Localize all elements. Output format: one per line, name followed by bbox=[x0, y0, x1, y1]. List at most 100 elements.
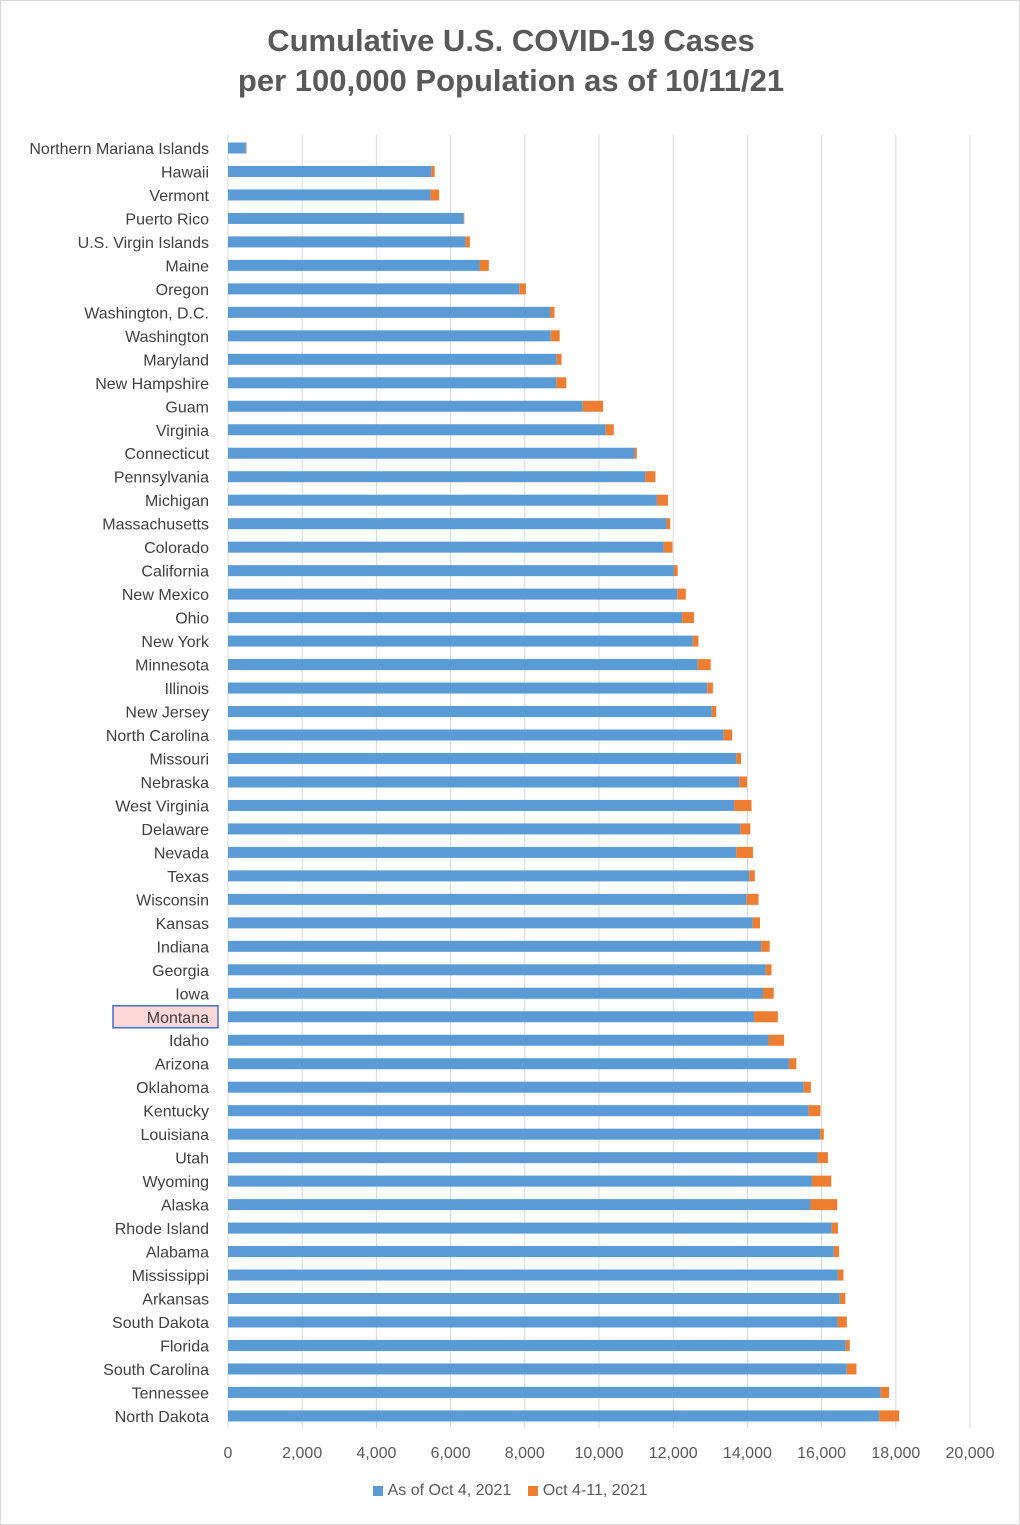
category-label: Massachusetts bbox=[102, 517, 209, 534]
bar-base bbox=[228, 612, 683, 624]
bar-base bbox=[228, 471, 646, 483]
bar-increment bbox=[663, 541, 673, 553]
bar-base bbox=[228, 142, 246, 154]
category-label: Northern Mariana Islands bbox=[29, 141, 209, 158]
category-label: New York bbox=[141, 634, 210, 651]
bar-increment bbox=[765, 964, 772, 976]
bar-base bbox=[228, 964, 766, 976]
category-label: Utah bbox=[175, 1151, 209, 1168]
category-label: U.S. Virgin Islands bbox=[78, 235, 209, 252]
category-label: Florida bbox=[160, 1338, 209, 1355]
bar-base bbox=[228, 236, 466, 248]
category-label: Ohio bbox=[175, 611, 209, 628]
bar-increment bbox=[768, 1034, 785, 1046]
bar-increment bbox=[833, 1246, 840, 1258]
category-label: Colorado bbox=[144, 540, 209, 557]
bar-increment bbox=[682, 612, 694, 624]
bar-increment bbox=[465, 236, 470, 248]
x-tick-label: 14,000 bbox=[723, 1445, 772, 1462]
bar-base bbox=[228, 1339, 846, 1351]
category-label: Indiana bbox=[157, 939, 210, 956]
category-label: New Hampshire bbox=[95, 376, 209, 393]
bar-base bbox=[228, 893, 747, 905]
category-label: Texas bbox=[167, 869, 209, 886]
category-label: Maine bbox=[165, 258, 209, 275]
bar-base bbox=[228, 1386, 881, 1398]
bar-increment bbox=[673, 565, 678, 577]
category-label: Oregon bbox=[156, 282, 209, 299]
category-label: Michigan bbox=[145, 493, 209, 510]
bar-increment bbox=[879, 1410, 900, 1422]
bar-increment bbox=[463, 212, 465, 224]
bar-increment bbox=[582, 400, 604, 412]
bar-increment bbox=[666, 518, 671, 530]
bar-base bbox=[228, 1410, 880, 1422]
bar-increment bbox=[831, 1222, 838, 1234]
category-label: Arizona bbox=[155, 1057, 209, 1074]
bar-base bbox=[228, 659, 698, 671]
bar-increment bbox=[752, 917, 761, 929]
bar-base bbox=[228, 189, 431, 201]
bar-base bbox=[228, 752, 737, 764]
bar-increment bbox=[479, 259, 489, 271]
category-label: Arkansas bbox=[142, 1292, 209, 1309]
bar-base bbox=[228, 283, 520, 295]
category-label: Minnesota bbox=[135, 658, 209, 675]
bar-increment bbox=[746, 893, 759, 905]
bar-base bbox=[228, 1058, 789, 1070]
bar-increment bbox=[692, 635, 699, 647]
bar-base bbox=[228, 1246, 834, 1258]
bar-increment bbox=[634, 447, 637, 459]
x-tick-label: 4,000 bbox=[356, 1445, 396, 1462]
bar-increment bbox=[723, 729, 733, 741]
chart-title-line1: Cumulative U.S. COVID-19 Cases bbox=[267, 23, 755, 58]
category-label: North Carolina bbox=[106, 728, 209, 745]
highlight-box bbox=[112, 1005, 219, 1029]
bar-base bbox=[228, 565, 674, 577]
bar-base bbox=[228, 306, 551, 318]
bar-increment bbox=[837, 1269, 844, 1281]
category-label: Tennessee bbox=[132, 1385, 209, 1402]
bar-increment bbox=[808, 1105, 821, 1117]
bar-increment bbox=[550, 306, 555, 318]
legend-label-increment: Oct 4-11, 2021 bbox=[542, 1482, 648, 1499]
bar-base bbox=[228, 870, 750, 882]
legend-swatch-base bbox=[372, 1486, 383, 1496]
bar-base bbox=[228, 823, 741, 835]
chart-title: Cumulative U.S. COVID-19 Cases per 100,0… bbox=[1, 21, 1020, 101]
bar-increment bbox=[431, 165, 435, 177]
bar-base bbox=[228, 1011, 755, 1023]
category-label: South Carolina bbox=[103, 1362, 209, 1379]
x-tick-label: 12,000 bbox=[649, 1445, 698, 1462]
bar-increment bbox=[762, 987, 774, 999]
bar-base bbox=[228, 1152, 818, 1164]
bar-increment bbox=[550, 330, 560, 342]
x-tick-label: 6,000 bbox=[431, 1445, 471, 1462]
bar-base bbox=[228, 1105, 809, 1117]
bar-base bbox=[228, 424, 606, 436]
category-label: Alabama bbox=[146, 1245, 209, 1262]
category-label: Delaware bbox=[141, 822, 209, 839]
bar-base bbox=[228, 1316, 838, 1328]
category-label: California bbox=[141, 564, 209, 581]
bar-increment bbox=[677, 588, 686, 600]
bar-base bbox=[228, 846, 737, 858]
bar-increment bbox=[707, 682, 713, 694]
bar-increment bbox=[749, 870, 755, 882]
category-label: Alaska bbox=[161, 1198, 209, 1215]
bar-increment bbox=[519, 283, 526, 295]
category-label: West Virginia bbox=[115, 798, 209, 815]
category-label: Pennsylvania bbox=[114, 470, 209, 487]
category-label: Nebraska bbox=[141, 775, 210, 792]
bar-base bbox=[228, 377, 557, 389]
bar-base bbox=[228, 400, 583, 412]
bar-increment bbox=[711, 706, 717, 718]
category-label: Washington bbox=[125, 329, 209, 346]
highlight-rect bbox=[112, 1005, 219, 1029]
category-label: Kentucky bbox=[143, 1104, 209, 1121]
bar-base bbox=[228, 212, 464, 224]
category-label: Montana bbox=[147, 1010, 209, 1027]
bar-base bbox=[228, 1128, 821, 1140]
category-label: New Jersey bbox=[125, 705, 209, 722]
